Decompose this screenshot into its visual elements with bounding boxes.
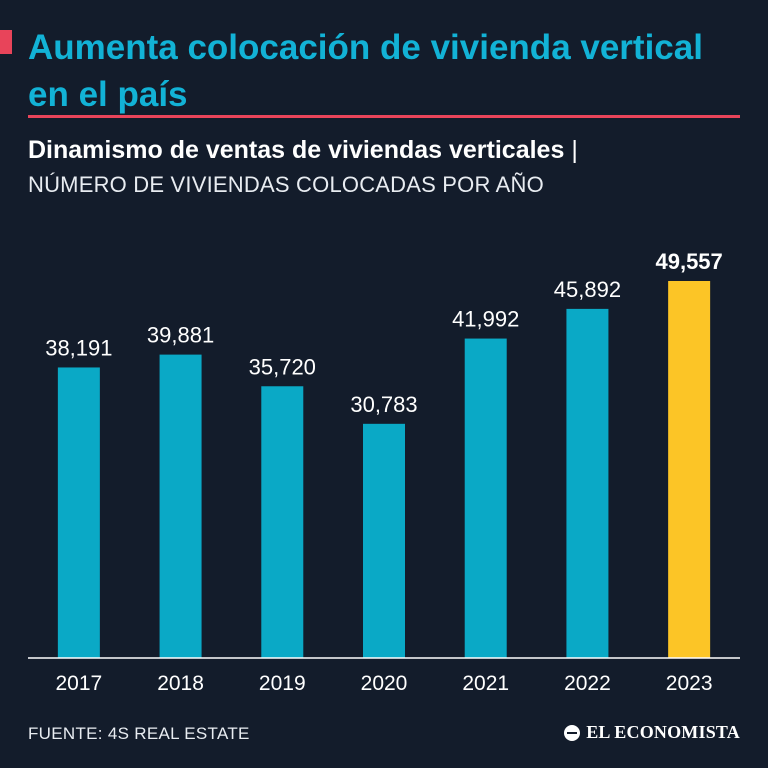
value-labels-group: 38,191 39,881 35,720 30,783 41,992 45,892 49,5…	[45, 249, 723, 417]
x-tick-label-2018: 2018	[157, 672, 204, 695]
chart-subtitle: NÚMERO DE VIVIENDAS COLOCADAS POR AÑO	[28, 172, 544, 197]
value-label-2017: 38,191	[45, 335, 112, 360]
bar-2022	[566, 308, 609, 658]
x-tick-label-2021: 2021	[462, 672, 509, 695]
x-tick-label-2022: 2022	[564, 672, 611, 695]
bar-2018	[159, 354, 202, 658]
globe-icon	[564, 724, 581, 741]
value-label-2019: 35,720	[249, 354, 316, 379]
bar-2023	[668, 281, 711, 658]
value-label-2021: 41,992	[452, 307, 519, 332]
source-note: FUENTE: 4S REAL ESTATE	[28, 724, 250, 743]
x-tick-label-2019: 2019	[259, 672, 306, 695]
bar-2017	[57, 367, 100, 658]
chart-title: Dinamismo de ventas de viviendas vertica…	[28, 134, 748, 166]
bar-2020	[363, 423, 405, 658]
bar-2019	[261, 386, 304, 658]
title-divider	[28, 115, 740, 118]
accent-bar	[0, 30, 12, 54]
x-tick-label-2017: 2017	[55, 672, 102, 695]
x-tick-label-2023: 2023	[666, 672, 713, 695]
value-label-2023: 49,557	[655, 249, 722, 274]
bars-group	[57, 281, 711, 658]
chart-title-text: Dinamismo de ventas de viviendas vertica…	[28, 136, 565, 164]
page-title: Aumenta colocación de vivienda vertical …	[28, 28, 703, 114]
bar-2021	[464, 338, 507, 658]
x-tick-label-2020: 2020	[361, 672, 408, 695]
brand-logo: EL ECONOMISTA	[564, 722, 740, 743]
brand-name: EL ECONOMISTA	[586, 722, 740, 742]
value-label-2022: 45,892	[554, 277, 621, 302]
value-label-2018: 39,881	[147, 323, 214, 348]
chart-title-separator: |	[571, 136, 578, 164]
tick-labels-group: 2017 2018 2019 2020 2021 2022 2023	[55, 672, 712, 695]
value-label-2020: 30,783	[350, 392, 417, 417]
